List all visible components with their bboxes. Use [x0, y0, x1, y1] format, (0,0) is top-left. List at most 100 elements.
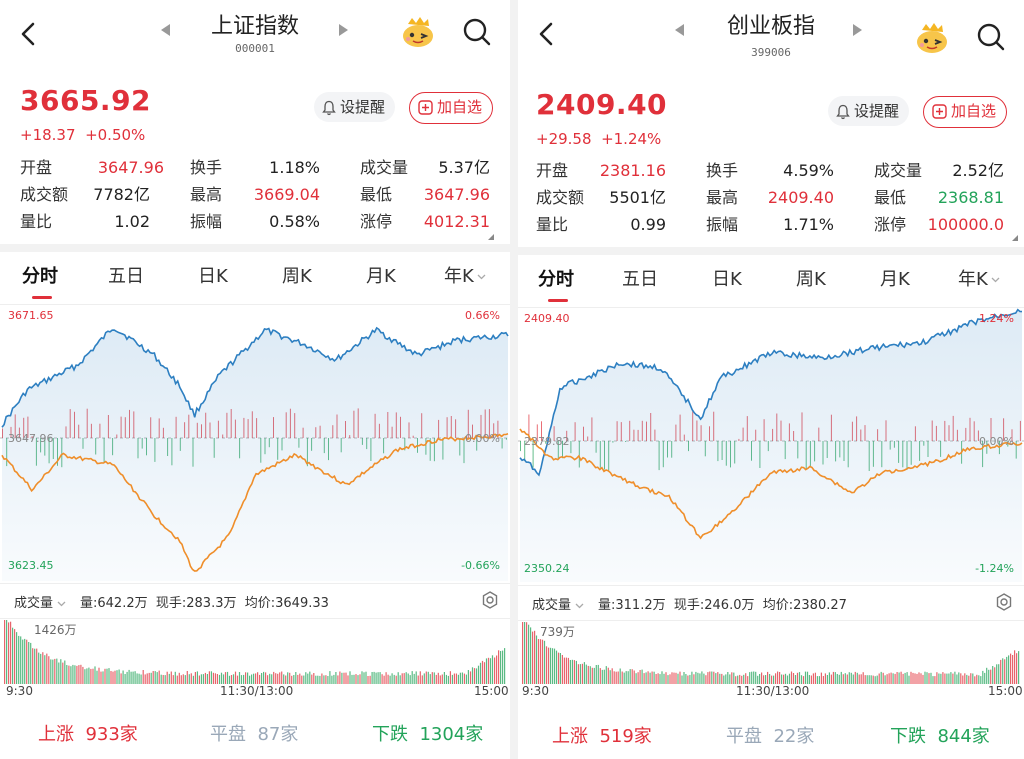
time-mid-label: 11:30/13:00 — [220, 684, 294, 698]
volume-bar — [114, 670, 116, 684]
volume-bar — [990, 669, 992, 684]
volume-bar — [828, 672, 830, 684]
volume-bar — [788, 673, 791, 684]
volume-bar — [773, 675, 775, 684]
volume-bar — [912, 672, 914, 684]
volume-bar — [465, 674, 467, 684]
search-icon[interactable] — [976, 22, 1006, 52]
stat-label-turnover: 换手 — [190, 158, 223, 177]
volume-bar — [1000, 659, 1002, 684]
set-alert-button[interactable]: 设提醒 — [314, 92, 396, 122]
volume-bar — [369, 675, 371, 684]
add-favorite-button[interactable]: 加自选 — [409, 92, 494, 124]
volume-bar — [1018, 651, 1020, 684]
volume-chart[interactable]: 739万 — [518, 620, 1024, 684]
tab-five-day[interactable]: 五日 — [622, 269, 658, 290]
volume-bar — [649, 672, 651, 684]
next-index-icon[interactable] — [339, 24, 348, 36]
volume-bar — [94, 666, 96, 684]
gear-icon[interactable] — [480, 590, 500, 610]
mascot-icon[interactable] — [400, 14, 436, 50]
volume-bar — [882, 672, 884, 684]
tab-weekly-k[interactable]: 周K — [796, 269, 826, 290]
volume-bar — [747, 676, 749, 684]
prev-index-icon[interactable] — [675, 24, 684, 36]
volume-bar — [755, 671, 757, 684]
volume-bar — [639, 670, 641, 684]
volume-bar — [635, 673, 637, 684]
volume-bar — [224, 672, 227, 684]
set-alert-button[interactable]: 设提醒 — [828, 96, 910, 126]
tab-monthly-k[interactable]: 月K — [880, 269, 910, 290]
volume-bar — [148, 672, 150, 684]
add-favorite-button[interactable]: 加自选 — [923, 96, 1008, 128]
tab-daily-k[interactable]: 日K — [198, 266, 228, 287]
volume-bar — [409, 675, 411, 684]
volume-bar — [481, 660, 484, 684]
unchanged: 平盘 22家 — [726, 722, 814, 748]
volume-bar — [908, 675, 910, 684]
volume-bar — [178, 672, 180, 684]
active-tab-indicator — [548, 299, 568, 302]
volume-bar — [208, 671, 210, 684]
volume-bar — [423, 673, 425, 684]
volume-bar — [850, 672, 852, 684]
volume-chart[interactable]: 1426万 — [0, 618, 510, 684]
volume-bar — [34, 648, 36, 684]
volume-bar — [162, 675, 164, 684]
tab-intraday[interactable]: 分时 — [22, 266, 58, 287]
volume-bar — [870, 675, 872, 684]
tab-intraday[interactable]: 分时 — [538, 269, 574, 290]
expand-corner-icon[interactable] — [488, 234, 494, 240]
add-favorite-label: 加自选 — [437, 98, 483, 116]
price-line — [1, 326, 509, 428]
volume-bar — [240, 675, 243, 684]
volume-bar — [731, 672, 733, 684]
volume-bar — [172, 675, 174, 684]
chart-tabs: 分时 五日 日K 周K 月K 年K — [518, 255, 1024, 308]
stat-value-volume-ratio: 0.99 — [630, 215, 666, 234]
tab-yearly-k[interactable]: 年K — [958, 265, 1000, 295]
volume-bar — [54, 658, 56, 684]
volume-bar — [759, 674, 761, 684]
tab-monthly-k[interactable]: 月K — [366, 266, 396, 287]
volume-bar — [142, 670, 144, 684]
volume-bar — [375, 672, 377, 684]
volume-bar — [733, 672, 735, 684]
search-icon[interactable] — [462, 17, 492, 47]
volume-selector[interactable]: 成交量 — [532, 594, 584, 613]
decliners-label: 下跌 — [372, 724, 408, 745]
intraday-chart[interactable]: 2409.40 2379.82 2350.24 1.24% 0.00% -1.2… — [518, 308, 1024, 582]
volume-bar — [459, 672, 461, 684]
volume-bar — [174, 671, 176, 684]
prev-index-icon[interactable] — [161, 24, 170, 36]
tab-weekly-k[interactable]: 周K — [282, 266, 312, 287]
next-index-icon[interactable] — [853, 24, 862, 36]
intraday-chart[interactable]: 3671.65 3647.96 3623.45 0.66% 0.00% -0.6… — [0, 305, 510, 581]
advancers-label: 上涨 — [552, 726, 588, 747]
volume-total: 量:311.2万 — [598, 598, 666, 613]
mascot-icon[interactable] — [914, 20, 950, 56]
chevron-down-icon — [57, 601, 66, 607]
back-icon[interactable] — [534, 18, 560, 50]
tab-yearly-k[interactable]: 年K — [444, 262, 486, 292]
expand-corner-icon[interactable] — [1012, 235, 1018, 241]
pct-top-label: 0.66% — [465, 309, 500, 322]
volume-bar — [914, 673, 916, 684]
volume-bar — [1016, 653, 1018, 684]
volume-selector[interactable]: 成交量 — [14, 592, 66, 611]
volume-bar — [473, 668, 476, 684]
gear-icon[interactable] — [994, 592, 1014, 612]
volume-bar — [739, 674, 741, 684]
volume-bar — [958, 672, 960, 684]
stat-label-volume-ratio: 量比 — [20, 212, 53, 231]
volume-bar — [331, 675, 333, 684]
volume-bar — [952, 673, 954, 684]
volume-bar — [399, 675, 401, 684]
volume-bar — [435, 674, 437, 684]
tab-daily-k[interactable]: 日K — [712, 269, 742, 290]
tab-five-day[interactable]: 五日 — [108, 266, 144, 287]
volume-bar — [854, 671, 856, 684]
volume-bar — [657, 673, 659, 684]
back-icon[interactable] — [16, 18, 42, 50]
